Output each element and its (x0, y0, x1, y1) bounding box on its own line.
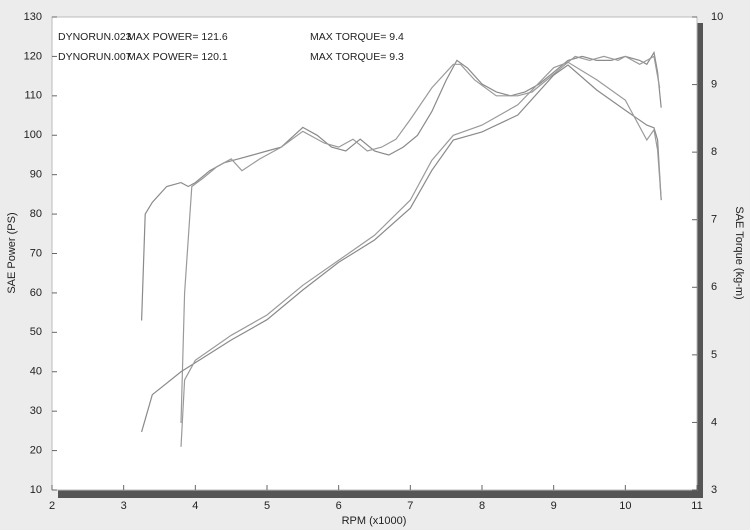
x-tick-label: 7 (407, 500, 413, 512)
y-tick-label: 110 (24, 90, 42, 102)
x-tick-label: 11 (691, 500, 702, 512)
x-tick-label: 2 (49, 500, 55, 512)
x-axis-label: RPM (x1000) (342, 515, 407, 527)
y2-tick-label: 6 (711, 281, 717, 293)
x-tick-label: 9 (551, 500, 557, 512)
y-tick-label: 130 (24, 11, 42, 23)
legend-torque: MAX TORQUE= 9.4 (310, 31, 404, 43)
y2-axis-label: SAE Torque (kg-m) (733, 206, 745, 299)
y-tick-label: 50 (30, 326, 42, 338)
legend-run: DYNORUN.023 (58, 31, 132, 43)
y-tick-label: 100 (24, 129, 42, 141)
y2-tick-label: 8 (711, 146, 717, 158)
x-tick-label: 8 (479, 500, 485, 512)
y2-tick-label: 9 (711, 78, 717, 90)
x-tick-label: 6 (336, 500, 342, 512)
curve (180, 61, 662, 447)
y-tick-label: 90 (30, 169, 42, 181)
y2-tick-label: 7 (711, 214, 717, 226)
x-tick-label: 4 (192, 500, 198, 512)
legend-torque: MAX TORQUE= 9.3 (310, 51, 404, 63)
y-axis-label: SAE Power (PS) (6, 212, 18, 293)
x-tick-label: 10 (619, 500, 631, 512)
y2-tick-label: 5 (711, 349, 717, 361)
y2-tick-label: 4 (711, 416, 717, 428)
x-tick-label: 3 (121, 500, 127, 512)
legend-power: MAX POWER= 120.1 (127, 51, 228, 63)
y-tick-label: 20 (30, 444, 42, 456)
x-tick-label: 5 (264, 500, 270, 512)
curve (141, 50, 662, 321)
legend-power: MAX POWER= 121.6 (127, 31, 228, 43)
y-tick-label: 60 (30, 287, 42, 299)
y-tick-label: 40 (30, 366, 42, 378)
curve (141, 64, 662, 433)
y2-tick-label: 3 (711, 484, 717, 496)
plot-area (51, 16, 698, 491)
y-tick-label: 80 (30, 208, 42, 220)
y-tick-label: 30 (30, 405, 42, 417)
y-tick-label: 10 (30, 484, 42, 496)
curve (180, 55, 661, 424)
y2-tick-label: 10 (711, 11, 723, 23)
legend-run: DYNORUN.007 (58, 51, 132, 63)
y-tick-label: 70 (30, 247, 42, 259)
y-tick-label: 120 (24, 50, 42, 62)
